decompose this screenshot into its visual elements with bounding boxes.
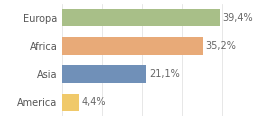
Text: 39,4%: 39,4% (222, 12, 253, 23)
Text: 21,1%: 21,1% (149, 69, 179, 79)
Bar (62, 37, 203, 55)
Bar (62, 94, 79, 111)
Bar (62, 65, 146, 83)
Bar (62, 9, 220, 26)
Text: 35,2%: 35,2% (206, 41, 236, 51)
Text: 4,4%: 4,4% (82, 97, 106, 108)
